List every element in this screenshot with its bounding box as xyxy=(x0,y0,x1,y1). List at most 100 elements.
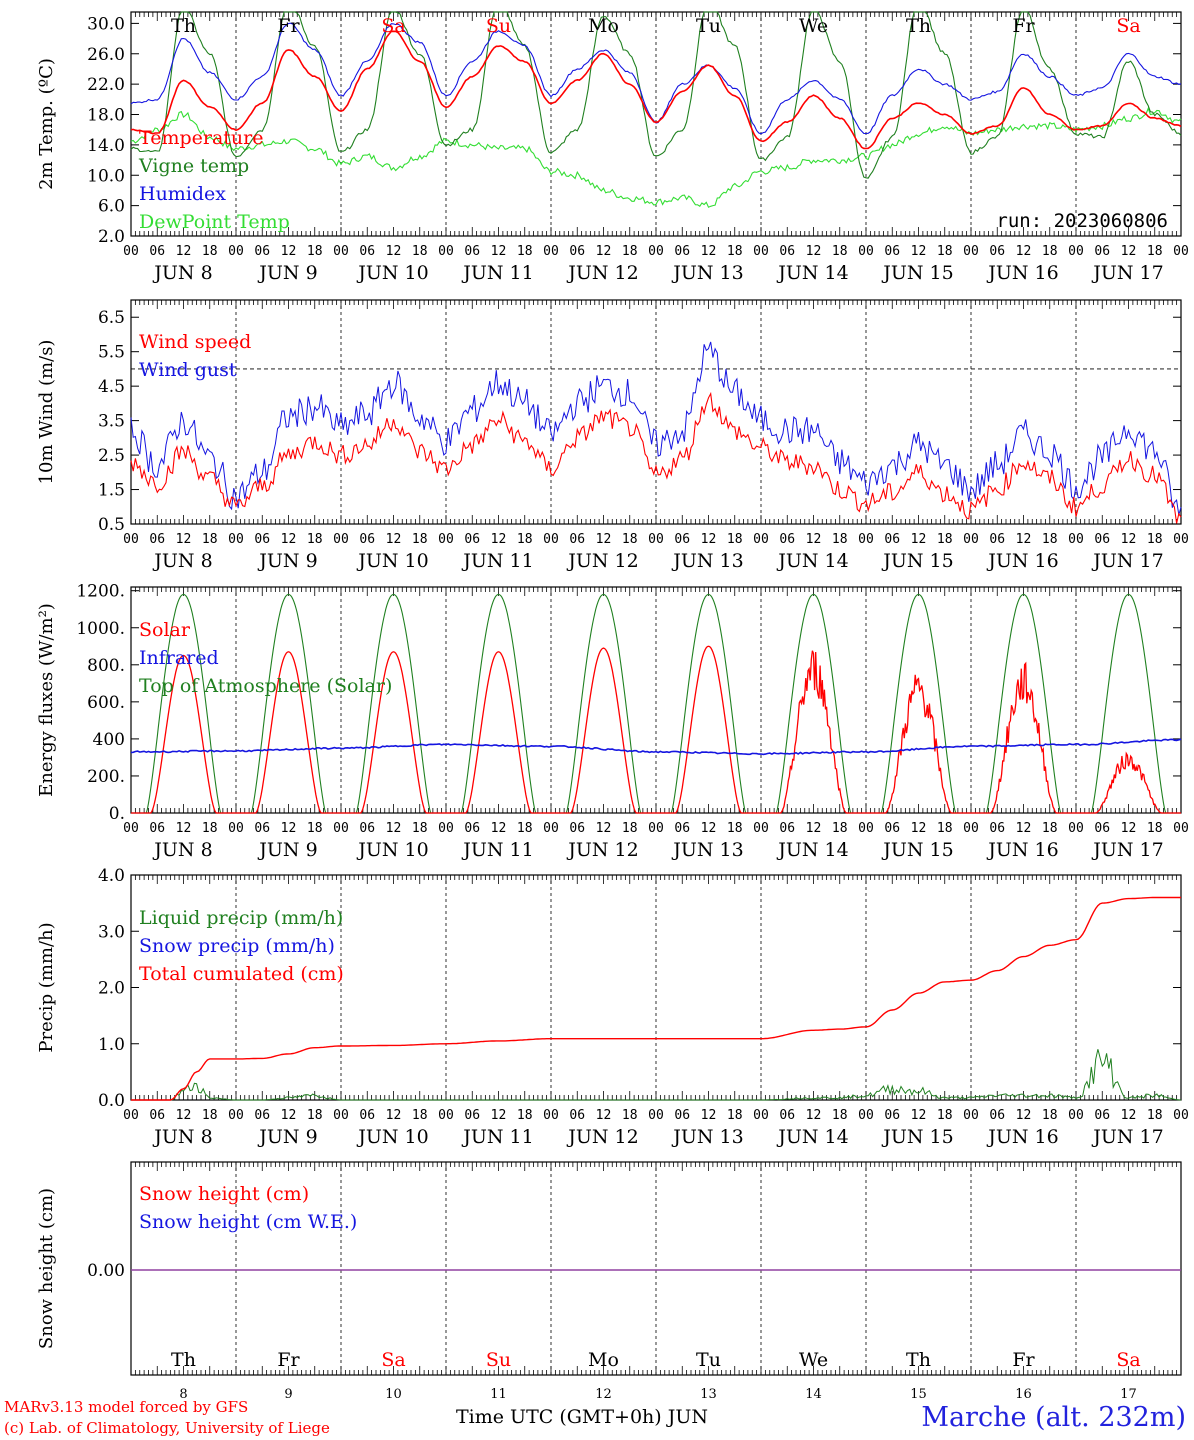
series-line-infrared xyxy=(130,738,1182,756)
day-of-week-label: Mo xyxy=(588,1349,619,1371)
day-of-week-label: Fr xyxy=(277,15,300,37)
y-tick-label: 4.5 xyxy=(98,377,125,397)
hour-tick-label: 00 xyxy=(1068,244,1084,259)
hour-tick-label: 06 xyxy=(989,244,1005,259)
legend-5-0: Snow height (cm) xyxy=(139,1183,309,1205)
y-tick-label: 14.0 xyxy=(87,136,125,156)
panel-frame-2 xyxy=(130,299,1182,525)
hour-tick-label: 00 xyxy=(858,244,874,259)
hour-tick-label: 12 xyxy=(911,532,927,547)
hour-tick-label: 12 xyxy=(1016,532,1032,547)
series-line-temperature xyxy=(130,30,1182,150)
toa-solar-line xyxy=(446,593,551,814)
hour-tick-label: 12 xyxy=(806,244,822,259)
date-label: JUN 17 xyxy=(1091,839,1163,861)
date-label: JUN 11 xyxy=(461,839,533,861)
date-label: JUN 13 xyxy=(671,1126,743,1148)
hour-tick-label: 06 xyxy=(989,821,1005,836)
hour-tick-label: 18 xyxy=(1042,821,1058,836)
date-label: JUN 8 xyxy=(152,550,212,572)
hour-tick-label: 00 xyxy=(123,1108,139,1123)
hour-tick-label: 18 xyxy=(202,244,218,259)
day-of-week-label: Mo xyxy=(588,15,619,37)
toa-solar-line xyxy=(131,593,236,814)
date-label: JUN 14 xyxy=(776,839,848,861)
day-of-week-label: Sa xyxy=(381,15,405,37)
date-label: JUN 16 xyxy=(986,550,1058,572)
hour-tick-label: 12 xyxy=(701,244,717,259)
hour-tick-label: 00 xyxy=(858,1108,874,1123)
y-axis-label-3: Energy fluxes (W/m²) xyxy=(36,603,57,797)
hour-tick-label: 18 xyxy=(622,821,638,836)
hour-tick-label: 12 xyxy=(176,821,192,836)
hour-tick-label: 00 xyxy=(858,821,874,836)
y-tick-label: 200. xyxy=(87,767,125,787)
hour-tick-label: 18 xyxy=(937,244,953,259)
date-label: JUN 8 xyxy=(152,839,212,861)
hour-tick-label: 18 xyxy=(412,244,428,259)
y-tick-label: 1000. xyxy=(76,619,125,639)
hour-tick-label: 00 xyxy=(1173,532,1189,547)
model-credit: MARv3.13 model forced by GFS xyxy=(4,1398,249,1416)
hour-tick-label: 18 xyxy=(307,1108,323,1123)
hour-tick-label: 12 xyxy=(281,1108,297,1123)
y-tick-label: 2.0 xyxy=(98,227,125,247)
day-of-week-label: Fr xyxy=(277,1349,300,1371)
date-label: JUN 10 xyxy=(356,1126,428,1148)
solar-line xyxy=(971,661,1076,814)
hour-tick-label: 00 xyxy=(1173,244,1189,259)
hour-tick-label: 06 xyxy=(569,244,585,259)
hour-tick-label: 12 xyxy=(911,244,927,259)
hour-tick-label: 00 xyxy=(228,821,244,836)
day-of-week-label: Su xyxy=(486,15,511,37)
hour-tick-label: 06 xyxy=(464,1108,480,1123)
date-label: JUN 12 xyxy=(566,550,638,572)
hour-tick-label: 12 xyxy=(386,532,402,547)
legend-1-0: Temperature xyxy=(139,127,263,149)
y-tick-label: 0.0 xyxy=(98,1091,125,1111)
hour-tick-label: 06 xyxy=(254,532,270,547)
hour-tick-label: 00 xyxy=(753,244,769,259)
hour-tick-label: 00 xyxy=(648,1108,664,1123)
hour-tick-label: 12 xyxy=(491,821,507,836)
day-of-week-label: Tu xyxy=(696,15,721,37)
y-tick-label: 6.5 xyxy=(98,308,125,328)
y-tick-label: 18.0 xyxy=(87,106,125,126)
hour-tick-label: 06 xyxy=(569,1108,585,1123)
y-tick-label: 1200. xyxy=(76,582,125,602)
day-of-week-label: Th xyxy=(171,1349,196,1371)
series-line-dewpoint-temp xyxy=(130,106,1182,208)
day-number-label: 11 xyxy=(490,1387,507,1402)
solar-line xyxy=(131,654,236,814)
hour-tick-label: 18 xyxy=(1147,532,1163,547)
date-label: JUN 16 xyxy=(986,1126,1058,1148)
hour-tick-label: 18 xyxy=(202,1108,218,1123)
hour-tick-label: 00 xyxy=(123,532,139,547)
hour-tick-label: 00 xyxy=(543,821,559,836)
station-label: Marche (alt. 232m) xyxy=(921,1402,1186,1433)
date-label: JUN 17 xyxy=(1091,262,1163,284)
day-number-label: 15 xyxy=(910,1387,927,1402)
legend-4-2: Total cumulated (cm) xyxy=(139,963,344,985)
y-tick-label: 10.0 xyxy=(87,166,125,186)
series-line-wind-gust xyxy=(130,341,1182,516)
hour-tick-label: 18 xyxy=(832,244,848,259)
day-of-week-label: Sa xyxy=(1116,1349,1140,1371)
hour-tick-label: 12 xyxy=(176,532,192,547)
solar-line xyxy=(1076,751,1181,814)
hour-tick-label: 12 xyxy=(806,821,822,836)
day-of-week-label: We xyxy=(799,15,828,37)
hour-tick-label: 00 xyxy=(753,821,769,836)
hour-tick-label: 00 xyxy=(648,244,664,259)
hour-tick-label: 06 xyxy=(674,532,690,547)
solar-line xyxy=(446,651,551,814)
date-label: JUN 8 xyxy=(152,262,212,284)
day-of-week-label: Th xyxy=(906,15,931,37)
legend-4-1: Snow precip (mm/h) xyxy=(139,935,335,957)
legend-3-1: Infrared xyxy=(139,647,219,669)
y-axis-label-4: Precip (mm/h) xyxy=(36,922,57,1052)
legend-1-3: DewPoint Temp xyxy=(139,211,290,233)
hour-tick-label: 18 xyxy=(517,821,533,836)
hour-tick-label: 12 xyxy=(281,244,297,259)
